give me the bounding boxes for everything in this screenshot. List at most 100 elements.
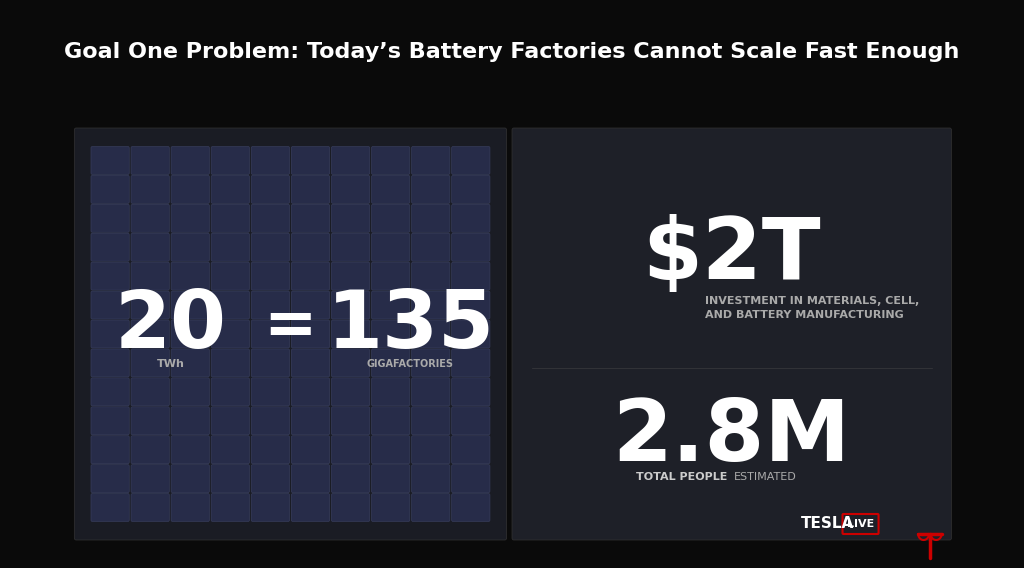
FancyBboxPatch shape [91, 320, 129, 348]
FancyBboxPatch shape [452, 204, 489, 232]
FancyBboxPatch shape [91, 378, 129, 406]
FancyBboxPatch shape [412, 320, 450, 348]
FancyBboxPatch shape [91, 291, 129, 319]
FancyBboxPatch shape [412, 204, 450, 232]
FancyBboxPatch shape [412, 233, 450, 261]
FancyBboxPatch shape [332, 233, 370, 261]
FancyBboxPatch shape [332, 204, 370, 232]
FancyBboxPatch shape [332, 262, 370, 290]
FancyBboxPatch shape [292, 320, 330, 348]
FancyBboxPatch shape [332, 291, 370, 319]
FancyBboxPatch shape [91, 176, 129, 203]
FancyBboxPatch shape [292, 436, 330, 463]
FancyBboxPatch shape [251, 494, 290, 521]
Text: GIGAFACTORIES: GIGAFACTORIES [367, 359, 454, 369]
FancyBboxPatch shape [251, 378, 290, 406]
FancyBboxPatch shape [251, 204, 290, 232]
FancyBboxPatch shape [131, 378, 169, 406]
FancyBboxPatch shape [372, 233, 410, 261]
FancyBboxPatch shape [91, 465, 129, 492]
FancyBboxPatch shape [372, 176, 410, 203]
FancyBboxPatch shape [251, 436, 290, 463]
FancyBboxPatch shape [412, 291, 450, 319]
FancyBboxPatch shape [91, 494, 129, 521]
Text: TWh: TWh [157, 359, 184, 369]
FancyBboxPatch shape [452, 147, 489, 174]
Text: 20: 20 [115, 287, 226, 365]
FancyBboxPatch shape [412, 147, 450, 174]
FancyBboxPatch shape [372, 465, 410, 492]
Text: LIVE: LIVE [847, 519, 874, 529]
FancyBboxPatch shape [292, 349, 330, 377]
FancyBboxPatch shape [171, 349, 209, 377]
FancyBboxPatch shape [452, 407, 489, 435]
FancyBboxPatch shape [211, 147, 250, 174]
FancyBboxPatch shape [452, 233, 489, 261]
FancyBboxPatch shape [452, 494, 489, 521]
FancyBboxPatch shape [211, 407, 250, 435]
FancyBboxPatch shape [171, 436, 209, 463]
FancyBboxPatch shape [372, 349, 410, 377]
FancyBboxPatch shape [131, 176, 169, 203]
FancyBboxPatch shape [292, 407, 330, 435]
FancyBboxPatch shape [292, 233, 330, 261]
FancyBboxPatch shape [452, 436, 489, 463]
FancyBboxPatch shape [332, 436, 370, 463]
FancyBboxPatch shape [75, 128, 507, 540]
FancyBboxPatch shape [171, 320, 209, 348]
FancyBboxPatch shape [131, 465, 169, 492]
FancyBboxPatch shape [332, 378, 370, 406]
FancyBboxPatch shape [412, 349, 450, 377]
FancyBboxPatch shape [251, 407, 290, 435]
FancyBboxPatch shape [131, 204, 169, 232]
FancyBboxPatch shape [251, 262, 290, 290]
Text: TESLA: TESLA [801, 516, 854, 532]
FancyBboxPatch shape [211, 378, 250, 406]
FancyBboxPatch shape [452, 320, 489, 348]
FancyBboxPatch shape [91, 147, 129, 174]
FancyBboxPatch shape [452, 378, 489, 406]
FancyBboxPatch shape [452, 349, 489, 377]
FancyBboxPatch shape [171, 147, 209, 174]
FancyBboxPatch shape [452, 176, 489, 203]
FancyBboxPatch shape [91, 436, 129, 463]
FancyBboxPatch shape [211, 176, 250, 203]
FancyBboxPatch shape [372, 320, 410, 348]
FancyBboxPatch shape [332, 320, 370, 348]
FancyBboxPatch shape [372, 378, 410, 406]
FancyBboxPatch shape [332, 349, 370, 377]
FancyBboxPatch shape [292, 176, 330, 203]
FancyBboxPatch shape [372, 436, 410, 463]
FancyBboxPatch shape [372, 494, 410, 521]
FancyBboxPatch shape [332, 465, 370, 492]
FancyBboxPatch shape [91, 349, 129, 377]
FancyBboxPatch shape [171, 494, 209, 521]
FancyBboxPatch shape [251, 349, 290, 377]
FancyBboxPatch shape [452, 262, 489, 290]
FancyBboxPatch shape [91, 262, 129, 290]
FancyBboxPatch shape [131, 147, 169, 174]
Text: $2T: $2T [642, 214, 821, 296]
FancyBboxPatch shape [171, 204, 209, 232]
FancyBboxPatch shape [251, 320, 290, 348]
FancyBboxPatch shape [412, 378, 450, 406]
FancyBboxPatch shape [452, 291, 489, 319]
FancyBboxPatch shape [292, 291, 330, 319]
FancyBboxPatch shape [131, 233, 169, 261]
FancyBboxPatch shape [332, 407, 370, 435]
FancyBboxPatch shape [372, 291, 410, 319]
FancyBboxPatch shape [171, 291, 209, 319]
FancyBboxPatch shape [131, 349, 169, 377]
Text: ESTIMATED: ESTIMATED [733, 472, 797, 482]
FancyBboxPatch shape [412, 262, 450, 290]
FancyBboxPatch shape [91, 407, 129, 435]
Text: 2.8M: 2.8M [612, 396, 851, 479]
FancyBboxPatch shape [131, 291, 169, 319]
Text: TOTAL PEOPLE: TOTAL PEOPLE [636, 472, 727, 482]
FancyBboxPatch shape [211, 494, 250, 521]
Text: 135: 135 [327, 287, 495, 365]
FancyBboxPatch shape [171, 465, 209, 492]
FancyBboxPatch shape [131, 407, 169, 435]
FancyBboxPatch shape [332, 147, 370, 174]
FancyBboxPatch shape [332, 176, 370, 203]
